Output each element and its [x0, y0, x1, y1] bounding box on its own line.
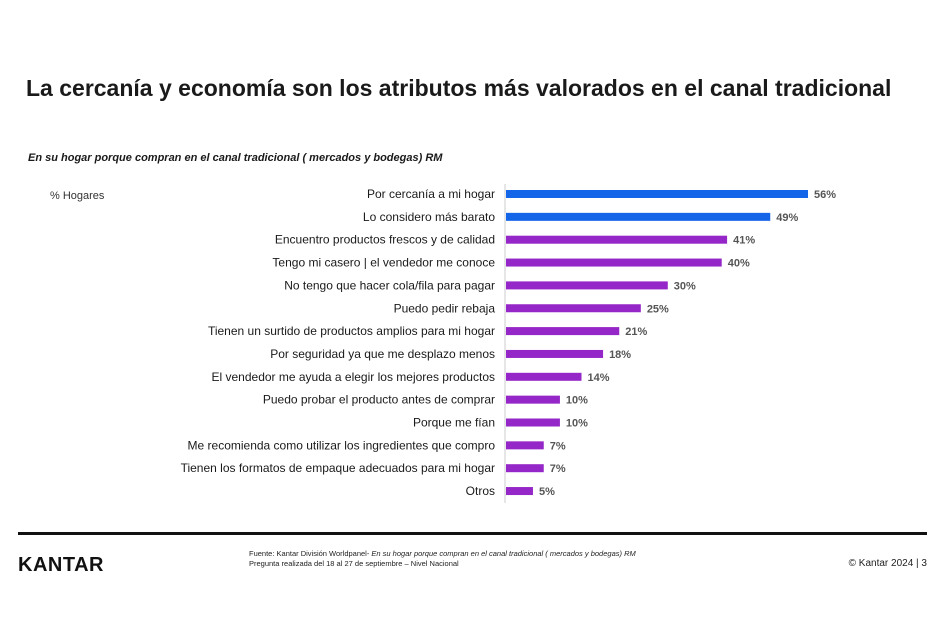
- data-label: 56%: [814, 189, 836, 201]
- data-label: 7%: [550, 440, 566, 452]
- footer-divider: [18, 532, 927, 535]
- category-label: Por cercanía a mi hogar: [367, 187, 495, 201]
- bar: [506, 258, 722, 267]
- source-line-2: Pregunta realizada del 18 al 27 de septi…: [249, 559, 459, 568]
- data-label: 49%: [776, 212, 798, 224]
- bar: [506, 281, 668, 290]
- category-label: No tengo que hacer cola/fila para pagar: [284, 278, 495, 292]
- data-label: 7%: [550, 463, 566, 475]
- data-label: 5%: [539, 486, 555, 498]
- source-line-1: Fuente: Kantar División Worldpanel- En s…: [249, 549, 636, 559]
- bar-chart: Por cercanía a mi hogar 56% Lo considero m…: [181, 184, 836, 504]
- bar: [506, 212, 771, 221]
- category-label: Tienen un surtido de productos amplios p…: [208, 324, 495, 338]
- source-note: Fuente: Kantar División Worldpanel- En s…: [249, 549, 636, 569]
- data-label: 25%: [647, 303, 669, 315]
- chart-subtitle: En su hogar porque compran en el canal t…: [28, 152, 443, 164]
- bar: [506, 304, 641, 313]
- category-label: Tengo mi casero | el vendedor me conoce: [272, 256, 495, 270]
- bar: [506, 190, 808, 198]
- source-prefix: Fuente: Kantar División Worldpanel-: [249, 549, 372, 558]
- data-label: 41%: [733, 235, 755, 247]
- slide-title: La cercanía y economía son los atributos…: [26, 75, 892, 101]
- category-label: Encuentro productos frescos y de calidad: [275, 233, 495, 247]
- bar: [506, 372, 582, 381]
- copyright: © Kantar 2024 | 3: [848, 558, 927, 569]
- category-label: Me recomienda como utilizar los ingredie…: [188, 438, 496, 452]
- data-label: 30%: [674, 280, 696, 292]
- category-label: Puedo pedir rebaja: [394, 301, 496, 315]
- bar: [506, 487, 533, 496]
- bar: [506, 441, 544, 450]
- kantar-logo: KANTAR: [18, 554, 104, 576]
- category-label: Tienen los formatos de empaque adecuados…: [181, 461, 495, 475]
- category-label: Lo considero más barato: [363, 210, 495, 224]
- bar: [506, 464, 544, 473]
- source-title: En su hogar porque compran en el canal t…: [371, 549, 636, 558]
- unit-label: % Hogares: [50, 190, 105, 202]
- bar: [506, 349, 604, 358]
- category-label: El vendedor me ayuda a elegir los mejore…: [212, 370, 496, 384]
- category-label: Puedo probar el producto antes de compra…: [263, 393, 495, 407]
- bar: [506, 327, 620, 336]
- data-label: 21%: [625, 326, 647, 338]
- category-label: Por seguridad ya que me desplazo menos: [270, 347, 495, 361]
- data-label: 10%: [566, 395, 588, 407]
- category-label: Otros: [466, 484, 495, 498]
- data-label: 18%: [609, 349, 631, 361]
- category-label: Porque me fían: [413, 416, 495, 430]
- data-label: 10%: [566, 418, 588, 430]
- bar: [506, 235, 728, 244]
- data-label: 14%: [588, 372, 610, 384]
- bar: [506, 395, 560, 404]
- data-label: 40%: [728, 258, 750, 270]
- bar: [506, 418, 560, 427]
